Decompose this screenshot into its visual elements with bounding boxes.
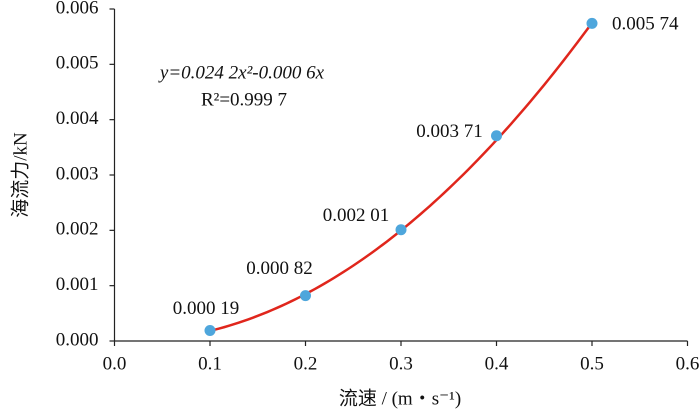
x-tick-label: 0.0 (103, 353, 127, 374)
x-tick-label: 0.6 (676, 353, 700, 374)
data-label: 0.003 71 (416, 121, 483, 142)
data-point (300, 290, 311, 302)
y-tick-label: 0.005 (56, 53, 99, 74)
data-label: 0.000 82 (246, 258, 313, 279)
y-tick-label: 0.006 (56, 0, 99, 18)
x-tick-label: 0.5 (580, 353, 604, 374)
x-tick-label: 0.2 (294, 353, 318, 374)
x-axis-label: 流速 / (m・s⁻¹) (339, 387, 461, 409)
y-tick-label: 0.003 (56, 163, 99, 184)
y-tick-label: 0.004 (56, 108, 99, 129)
data-label: 0.000 19 (173, 298, 240, 319)
data-label: 0.002 01 (323, 205, 390, 226)
data-point (204, 324, 216, 336)
x-tick-label: 0.1 (198, 353, 222, 374)
y-tick-label: 0.002 (56, 219, 99, 240)
data-point (491, 130, 502, 142)
y-axis-label: 海流力/kN (9, 132, 31, 218)
data-label: 0.005 74 (612, 14, 679, 35)
x-tick-label: 0.3 (389, 353, 413, 374)
data-point (395, 224, 407, 236)
data-point (586, 17, 598, 29)
r-squared: R²=0.999 7 (201, 89, 287, 110)
equation: y=0.024 2x²-0.000 6x (158, 62, 325, 83)
x-tick-label: 0.4 (485, 353, 509, 374)
y-tick-label: 0.001 (56, 274, 99, 295)
y-tick-label: 0.000 (56, 329, 99, 350)
